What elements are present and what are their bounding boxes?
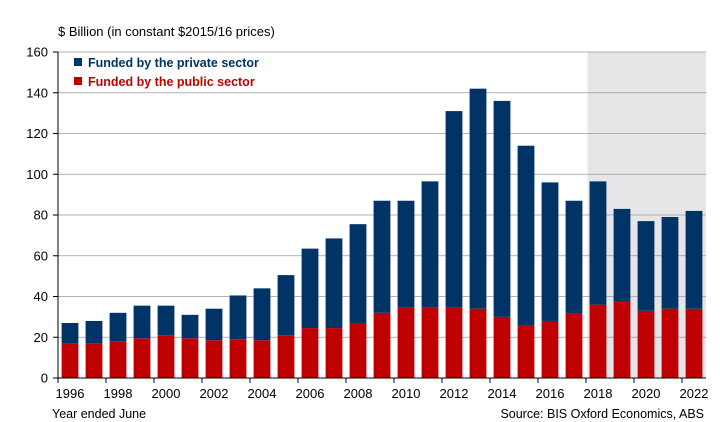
bar-public-2005 xyxy=(277,335,295,378)
bar-public-2007 xyxy=(325,328,343,378)
bar-private-2000 xyxy=(157,305,175,336)
bar-private-2009 xyxy=(373,200,391,313)
bar-public-1998 xyxy=(109,341,127,378)
bar-private-2002 xyxy=(205,308,223,341)
x-tick-label: 2016 xyxy=(536,386,565,401)
bar-private-2013 xyxy=(469,88,487,309)
bar-public-2015 xyxy=(517,325,535,378)
bar-private-2006 xyxy=(301,248,319,329)
bar-private-1998 xyxy=(109,312,127,342)
y-tick-label: 160 xyxy=(26,45,48,60)
bar-public-2021 xyxy=(661,308,679,378)
bar-private-2005 xyxy=(277,275,295,336)
bar-public-1997 xyxy=(85,343,103,378)
bar-private-2004 xyxy=(253,288,271,341)
x-tick-label: 1996 xyxy=(56,386,85,401)
y-tick-labels: 0 20 40 60 80 100 120 140 160 xyxy=(26,45,48,386)
y-tick-label: 100 xyxy=(26,167,48,182)
bar-private-2016 xyxy=(541,182,559,321)
x-tick-label: 2004 xyxy=(248,386,277,401)
bar-public-2012 xyxy=(445,307,463,378)
bar-public-2014 xyxy=(493,316,511,378)
legend-label-private: Funded by the private sector xyxy=(88,56,259,70)
x-tick-label: 2000 xyxy=(152,386,181,401)
bar-public-2018 xyxy=(589,304,607,378)
x-tick-label: 2012 xyxy=(440,386,469,401)
bar-private-1996 xyxy=(61,322,79,344)
bar-public-2004 xyxy=(253,340,271,378)
bar-private-2001 xyxy=(181,314,199,339)
bar-public-2010 xyxy=(397,307,415,378)
bar-public-2022 xyxy=(685,308,703,378)
bar-private-1999 xyxy=(133,305,151,339)
bar-private-2021 xyxy=(661,217,679,309)
bar-private-2011 xyxy=(421,181,439,308)
bar-private-2008 xyxy=(349,224,367,323)
y-tick-label: 140 xyxy=(26,85,48,100)
y-tick-label: 40 xyxy=(34,289,48,304)
bar-private-2018 xyxy=(589,181,607,305)
bar-private-2014 xyxy=(493,100,511,317)
legend: Funded by the private sector Funded by t… xyxy=(74,56,259,89)
y-tick-label: 60 xyxy=(34,248,48,263)
bars xyxy=(61,88,703,378)
x-tick-label: 2010 xyxy=(392,386,421,401)
bar-public-2008 xyxy=(349,322,367,378)
x-tick-label: 2014 xyxy=(488,386,517,401)
bar-private-2022 xyxy=(685,210,703,309)
bar-public-2003 xyxy=(229,339,247,378)
x-tick-label: 2002 xyxy=(200,386,229,401)
x-tick-label: 2020 xyxy=(632,386,661,401)
x-axis-label: Year ended June xyxy=(52,407,146,421)
legend-swatch-private xyxy=(74,58,82,66)
bar-private-2012 xyxy=(445,111,463,308)
bar-public-2011 xyxy=(421,307,439,378)
y-tick-label: 120 xyxy=(26,126,48,141)
x-tick-label: 2006 xyxy=(296,386,325,401)
bar-public-2013 xyxy=(469,308,487,378)
bar-private-2007 xyxy=(325,238,343,329)
y-tick-label: 0 xyxy=(41,371,48,386)
bar-private-1997 xyxy=(85,320,103,344)
bar-public-2016 xyxy=(541,320,559,378)
x-tick-label: 2022 xyxy=(680,386,709,401)
y-unit-label: $ Billion (in constant $2015/16 prices) xyxy=(58,24,275,39)
bar-private-2020 xyxy=(637,221,655,311)
legend-label-public: Funded by the public sector xyxy=(88,75,255,89)
bar-private-2015 xyxy=(517,145,535,326)
axes xyxy=(53,51,706,383)
bar-public-2009 xyxy=(373,312,391,378)
bar-private-2019 xyxy=(613,208,631,302)
bar-public-2017 xyxy=(565,313,583,378)
bar-public-2001 xyxy=(181,338,199,378)
source-note: Source: BIS Oxford Economics, ABS xyxy=(500,407,704,421)
bar-public-2002 xyxy=(205,340,223,378)
bar-public-2006 xyxy=(301,328,319,378)
bar-public-2020 xyxy=(637,310,655,378)
bar-private-2003 xyxy=(229,295,247,340)
bar-public-1999 xyxy=(133,338,151,378)
bar-public-2019 xyxy=(613,301,631,378)
bar-public-2000 xyxy=(157,335,175,378)
y-tick-label: 20 xyxy=(34,330,48,345)
x-tick-labels: 1996 1998 2000 2002 2004 2006 2008 2010 2012 2014… xyxy=(56,386,709,401)
bar-private-2010 xyxy=(397,200,415,308)
y-tick-label: 80 xyxy=(34,208,48,223)
bar-public-1996 xyxy=(61,343,79,378)
bar-private-2017 xyxy=(565,200,583,314)
x-tick-label: 2018 xyxy=(584,386,613,401)
x-tick-label: 1998 xyxy=(104,386,133,401)
x-tick-label: 2008 xyxy=(344,386,373,401)
legend-swatch-public xyxy=(74,77,82,85)
